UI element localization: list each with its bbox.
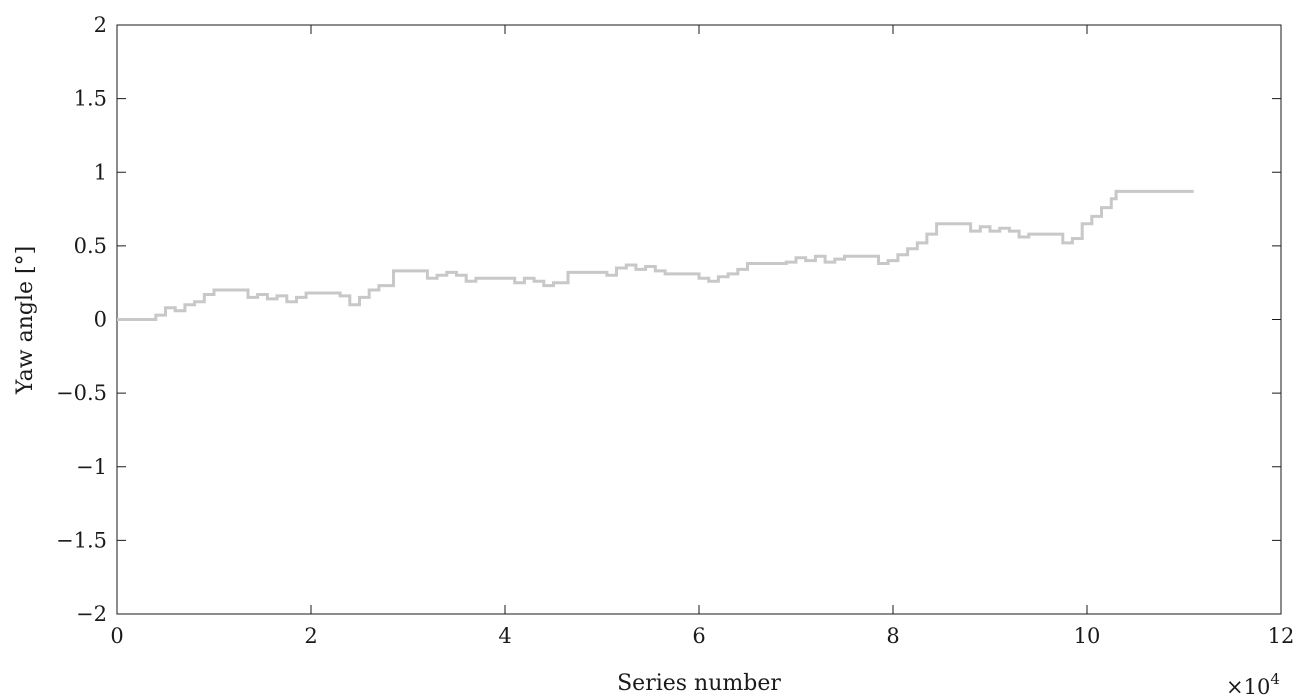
x-tick-label: 0 [110, 624, 123, 648]
plot-area-frame [116, 24, 1282, 615]
x-axis-multiplier: ×104 [1226, 670, 1280, 698]
axis-tick-labels: 0 2 4 6 8 10 12 −2 −1.5 −1 −0.5 0 0.5 1 1.5 2 [56, 13, 1294, 648]
series-line [117, 189, 1194, 321]
y-tick-label: −2 [76, 602, 107, 626]
y-tick-label: 1.5 [74, 87, 107, 111]
x-axis-title: Series number [617, 671, 781, 696]
y-tick-label: −0.5 [56, 381, 107, 405]
x-multiplier-base: ×10 [1226, 675, 1270, 698]
x-multiplier-exponent: 4 [1270, 670, 1280, 688]
x-tick-label: 2 [304, 624, 317, 648]
y-tick-label: −1.5 [56, 528, 107, 552]
x-tick-label: 12 [1268, 624, 1295, 648]
y-tick-label: 0 [94, 308, 107, 332]
x-tick-label: 6 [692, 624, 705, 648]
x-tick-label: 4 [498, 624, 511, 648]
x-tick-label: 10 [1074, 624, 1101, 648]
y-tick-label: 0.5 [74, 234, 107, 258]
y-tick-label: 2 [94, 13, 107, 37]
y-tick-label: −1 [76, 455, 107, 479]
y-axis-title: Yaw angle [°] [13, 246, 38, 395]
axis-ticks [116, 24, 1282, 615]
x-tick-label: 8 [886, 624, 899, 648]
series-layer [117, 189, 1194, 321]
y-tick-label: 1 [94, 160, 107, 184]
